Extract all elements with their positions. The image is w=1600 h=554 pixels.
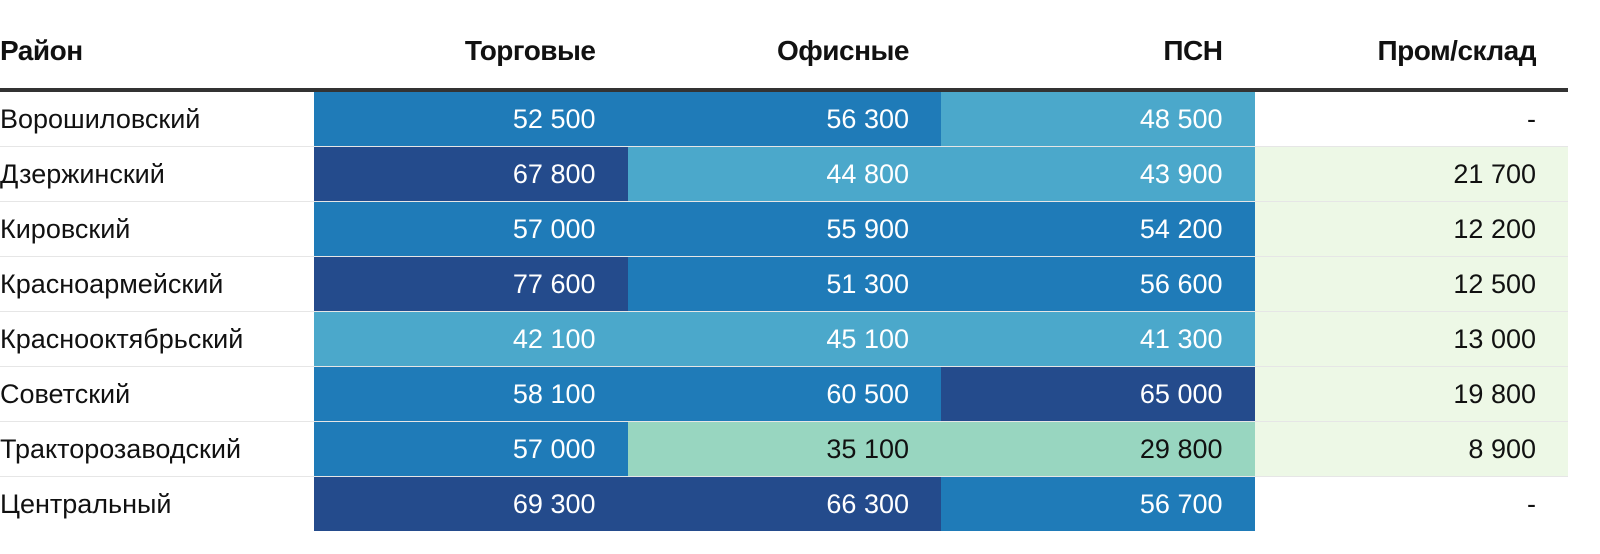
table-row: Красноармейский 77 600 51 300 56 600 12 500 — [0, 256, 1568, 312]
row-label-district: Тракторозаводский — [0, 421, 314, 477]
cell-industrial: - — [1527, 488, 1536, 519]
cell-psn: 48 500 — [941, 90, 1255, 147]
cell-office: 60 500 — [627, 366, 941, 422]
row-label-district: Центральный — [0, 488, 172, 519]
table-row: Центральный 69 300 66 300 56 700 - — [0, 476, 1568, 531]
row-label-district: Краснооктябрьский — [0, 311, 314, 367]
column-header-district: Район — [0, 14, 314, 92]
cell-retail: 57 000 — [314, 421, 628, 477]
price-table: Район Торговые Офисные ПСН Пром/склад Во… — [0, 14, 1568, 531]
column-header-industrial: Пром/склад — [1254, 14, 1568, 92]
row-label-district: Советский — [0, 366, 314, 422]
cell-office: 55 900 — [627, 201, 941, 257]
cell-industrial: 12 200 — [1254, 201, 1568, 257]
table-row: Краснооктябрьский 42 100 45 100 41 300 13 00… — [0, 311, 1568, 367]
cell-office: 56 300 — [627, 90, 941, 147]
table-row: Советский 58 100 60 500 65 000 19 800 — [0, 366, 1568, 422]
cell-psn: 29 800 — [941, 421, 1255, 477]
cell-industrial: 21 700 — [1254, 146, 1568, 202]
table-row: Дзержинский 67 800 44 800 43 900 21 700 — [0, 146, 1568, 202]
table-row: Ворошиловский 52 500 56 300 48 500- — [0, 90, 1568, 147]
table-row: Тракторозаводский 57 000 35 100 29 800 8 900 — [0, 421, 1568, 477]
cell-office: 44 800 — [627, 146, 941, 202]
cell-psn: 41 300 — [941, 311, 1255, 367]
cell-retail: 69 300 — [314, 476, 628, 531]
column-header-psn: ПСН — [941, 14, 1255, 92]
table-row: Кировский 57 000 55 900 54 200 12 200 — [0, 201, 1568, 257]
column-header-office: Офисные — [627, 14, 941, 92]
cell-office: 66 300 — [627, 476, 941, 531]
row-label-district: Ворошиловский — [0, 90, 314, 147]
table-body: Ворошиловский 52 500 56 300 48 500- Дзержинс… — [0, 90, 1568, 531]
cell-office: 35 100 — [627, 421, 941, 477]
cell-psn: 54 200 — [941, 201, 1255, 257]
column-header-retail: Торговые — [314, 14, 628, 92]
cell-retail: 42 100 — [314, 311, 628, 367]
cell-retail: 77 600 — [314, 256, 628, 312]
cell-retail: 57 000 — [314, 201, 628, 257]
header-row: Район Торговые Офисные ПСН Пром/склад — [0, 14, 1568, 92]
cell-industrial: 13 000 — [1254, 311, 1568, 367]
row-label-district: Красноармейский — [0, 256, 314, 312]
cell-industrial: 12 500 — [1254, 256, 1568, 312]
cell-industrial: 19 800 — [1254, 366, 1568, 422]
cell-office: 45 100 — [627, 311, 941, 367]
cell-retail: 58 100 — [314, 366, 628, 422]
cell-retail: 67 800 — [314, 146, 628, 202]
cell-office: 51 300 — [627, 256, 941, 312]
cell-psn: 65 000 — [941, 366, 1255, 422]
cell-psn: 56 700 — [941, 476, 1255, 531]
cell-psn: 56 600 — [941, 256, 1255, 312]
cell-psn: 43 900 — [941, 146, 1255, 202]
cell-retail: 52 500 — [314, 90, 628, 147]
row-label-district: Кировский — [0, 201, 314, 257]
row-label-district: Дзержинский — [0, 146, 314, 202]
cell-industrial: 8 900 — [1254, 421, 1568, 477]
cell-industrial: - — [1254, 90, 1568, 147]
